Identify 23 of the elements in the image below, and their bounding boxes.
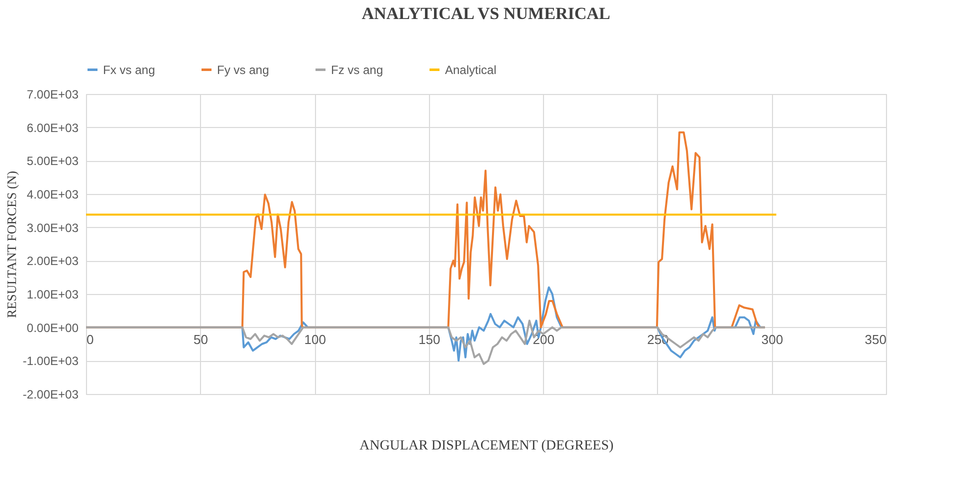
y-tick-label: 4.00E+03 xyxy=(26,188,79,202)
x-tick-label: 0 xyxy=(86,332,94,347)
x-tick-label: 350 xyxy=(864,332,886,347)
y-tick-label: 3.00E+03 xyxy=(26,220,79,235)
x-tick-label: 100 xyxy=(304,332,326,347)
legend-label: Fz vs ang xyxy=(331,62,384,77)
x-tick-label: 150 xyxy=(418,332,440,347)
legend-label: Fx vs ang xyxy=(103,62,156,77)
x-tick-label: 50 xyxy=(194,332,208,347)
y-tick-label: 6.00E+03 xyxy=(26,120,79,135)
chart-title: ANALYTICAL VS NUMERICAL xyxy=(362,4,610,23)
y-axis-title: RESULTANT FORCES (N) xyxy=(4,170,19,318)
y-tick-label: 2.00E+03 xyxy=(26,254,79,268)
y-tick-label: -2.00E+03 xyxy=(22,388,79,402)
y-tick-label: -1.00E+03 xyxy=(22,354,79,368)
y-tick-label: 0.00E+00 xyxy=(26,320,79,335)
x-axis-title: ANGULAR DISPLACEMENT (DEGREES) xyxy=(359,438,614,454)
y-tick-label: 7.00E+03 xyxy=(26,88,79,102)
legend-label: Analytical xyxy=(445,62,496,77)
legend-label: Fy vs ang xyxy=(217,62,270,77)
y-tick-label: 5.00E+03 xyxy=(26,154,79,168)
y-tick-label: 1.00E+03 xyxy=(26,288,79,302)
x-tick-label: 300 xyxy=(761,332,784,347)
